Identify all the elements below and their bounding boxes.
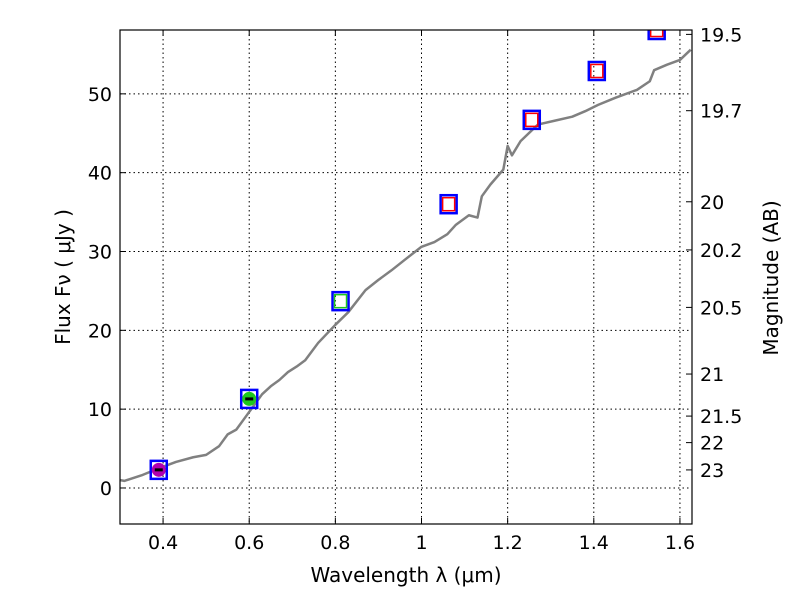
- error-bar: [245, 397, 254, 401]
- x-tick-label: 0.8: [320, 532, 350, 554]
- observed-flux-marker: [525, 112, 539, 128]
- model-flux-marker: [149, 459, 169, 481]
- y-axis-label: Flux Fν ( μJy ): [51, 209, 75, 345]
- model-flux-marker: [647, 30, 666, 41]
- y-tick-label: 20: [88, 320, 112, 342]
- y-tick-label: 30: [88, 241, 112, 263]
- y-tick-label: 50: [88, 84, 112, 106]
- x-axis-label: Wavelength λ (μm): [310, 563, 501, 587]
- x-tick-label: 1.6: [665, 532, 695, 554]
- y2-tick-label: 20.2: [700, 240, 742, 262]
- y2-tick-label: 22: [700, 433, 724, 455]
- x-tick-label: 1.2: [493, 532, 523, 554]
- y2-tick-label: 20.5: [700, 297, 742, 319]
- observed-flux-marker: [333, 293, 348, 309]
- y2-tick-label: 19.7: [700, 101, 742, 123]
- model-flux-marker: [522, 109, 542, 131]
- y-tick-label: 0: [100, 478, 112, 500]
- y-tick-label: 10: [88, 399, 112, 421]
- error-bar: [154, 468, 163, 472]
- y2-tick-label: 23: [700, 460, 724, 482]
- y2-tick-label: 21: [700, 364, 724, 386]
- model-flux-marker: [331, 290, 350, 312]
- y2-axis-label: Magnitude (AB): [759, 200, 783, 355]
- x-tick-label: 0.4: [148, 532, 178, 554]
- model-flux-marker: [439, 193, 458, 215]
- observed-flux-marker: [649, 30, 664, 38]
- model-flux-marker: [587, 60, 607, 82]
- model-flux-marker: [239, 388, 259, 410]
- spectrum-line: [120, 48, 692, 483]
- grid: [120, 30, 692, 524]
- y2-tick-label: 21.5: [700, 406, 742, 428]
- y2-tick-label: 19.5: [700, 24, 742, 46]
- plot-frame: [119, 29, 693, 525]
- observed-flux-marker: [590, 63, 604, 79]
- x-tick-label: 0.6: [234, 532, 264, 554]
- observed-flux-marker: [441, 196, 456, 212]
- y2-tick-label: 20: [700, 192, 724, 214]
- x-tick-label: 1: [415, 532, 427, 554]
- y-tick-label: 40: [88, 163, 112, 185]
- x-tick-label: 1.4: [579, 532, 609, 554]
